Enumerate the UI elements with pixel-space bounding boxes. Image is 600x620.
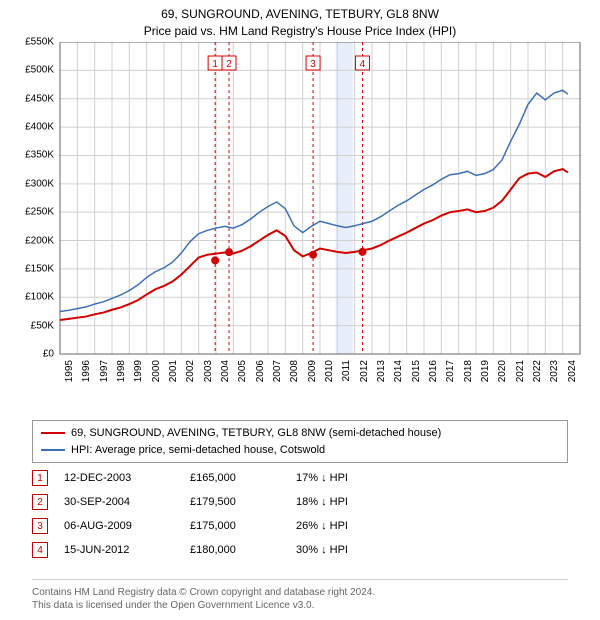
chart-title: 69, SUNGROUND, AVENING, TETBURY, GL8 8NW…	[0, 0, 600, 40]
x-tick-label: 2021	[515, 360, 526, 382]
transaction-hpi-delta: 18% ↓ HPI	[296, 496, 416, 508]
x-tick-label: 2010	[324, 360, 335, 382]
x-tick-label: 2020	[497, 360, 508, 382]
x-tick-label: 2008	[289, 360, 300, 382]
x-tick-label: 2009	[307, 360, 318, 382]
x-tick-label: 2016	[428, 360, 439, 382]
x-tick-label: 2006	[255, 360, 266, 382]
transaction-hpi-delta: 17% ↓ HPI	[296, 472, 416, 484]
legend: 69, SUNGROUND, AVENING, TETBURY, GL8 8NW…	[32, 420, 568, 463]
y-tick-label: £250K	[14, 207, 54, 218]
x-tick-label: 2000	[151, 360, 162, 382]
x-tick-label: 2022	[532, 360, 543, 382]
footer-line-2: This data is licensed under the Open Gov…	[32, 599, 568, 612]
y-tick-label: £100K	[14, 292, 54, 303]
x-tick-label: 2012	[359, 360, 370, 382]
transaction-marker-number: 2	[32, 494, 48, 510]
transaction-date: 30-SEP-2004	[64, 496, 174, 508]
legend-item: 69, SUNGROUND, AVENING, TETBURY, GL8 8NW…	[41, 425, 559, 442]
x-tick-label: 2011	[341, 360, 352, 382]
x-tick-label: 2014	[393, 360, 404, 382]
x-tick-label: 1997	[99, 360, 110, 382]
y-tick-label: £300K	[14, 178, 54, 189]
transaction-hpi-delta: 30% ↓ HPI	[296, 544, 416, 556]
legend-label: 69, SUNGROUND, AVENING, TETBURY, GL8 8NW…	[71, 425, 441, 442]
transaction-price: £165,000	[190, 472, 280, 484]
x-tick-label: 2002	[185, 360, 196, 382]
transaction-marker-number: 1	[32, 470, 48, 486]
x-tick-label: 2024	[567, 360, 578, 382]
legend-item: HPI: Average price, semi-detached house,…	[41, 442, 559, 459]
transaction-date: 15-JUN-2012	[64, 544, 174, 556]
transaction-price: £180,000	[190, 544, 280, 556]
x-tick-label: 1998	[116, 360, 127, 382]
transaction-price: £175,000	[190, 520, 280, 532]
legend-swatch	[41, 432, 65, 434]
x-tick-label: 2018	[463, 360, 474, 382]
x-tick-label: 2017	[445, 360, 456, 382]
x-tick-label: 2015	[411, 360, 422, 382]
x-tick-label: 2003	[203, 360, 214, 382]
y-tick-label: £350K	[14, 150, 54, 161]
transaction-marker-number: 3	[32, 518, 48, 534]
transaction-row: 2 30-SEP-2004 £179,500 18% ↓ HPI	[32, 490, 568, 514]
svg-text:3: 3	[310, 59, 316, 70]
x-tick-label: 2001	[168, 360, 179, 382]
transaction-row: 3 06-AUG-2009 £175,000 26% ↓ HPI	[32, 514, 568, 538]
y-tick-label: £500K	[14, 65, 54, 76]
x-tick-label: 2023	[549, 360, 560, 382]
transaction-row: 1 12-DEC-2003 £165,000 17% ↓ HPI	[32, 466, 568, 490]
x-tick-label: 1999	[133, 360, 144, 382]
svg-text:4: 4	[360, 59, 366, 70]
legend-swatch	[41, 449, 65, 451]
x-tick-label: 1995	[64, 360, 75, 382]
y-tick-label: £150K	[14, 263, 54, 274]
y-tick-label: £0	[14, 349, 54, 360]
y-tick-label: £50K	[14, 320, 54, 331]
chart-area: 12 3 4 £0 £50K £100K £150K £200K £250K £300K £350…	[12, 42, 588, 412]
title-line-2: Price paid vs. HM Land Registry's House …	[0, 23, 600, 40]
footer-attribution: Contains HM Land Registry data © Crown c…	[32, 579, 568, 612]
svg-text:1: 1	[212, 59, 218, 70]
x-tick-label: 2013	[376, 360, 387, 382]
transactions-table: 1 12-DEC-2003 £165,000 17% ↓ HPI 2 30-SEP-200…	[32, 466, 568, 562]
x-tick-label: 2004	[220, 360, 231, 382]
y-tick-label: £400K	[14, 122, 54, 133]
svg-text:2: 2	[226, 59, 232, 70]
legend-label: HPI: Average price, semi-detached house,…	[71, 442, 325, 459]
transaction-date: 12-DEC-2003	[64, 472, 174, 484]
transaction-row: 4 15-JUN-2012 £180,000 30% ↓ HPI	[32, 538, 568, 562]
transaction-price: £179,500	[190, 496, 280, 508]
x-tick-label: 2019	[480, 360, 491, 382]
footer-line-1: Contains HM Land Registry data © Crown c…	[32, 586, 568, 599]
chart-svg: 12 3 4	[12, 42, 588, 412]
title-line-1: 69, SUNGROUND, AVENING, TETBURY, GL8 8NW	[0, 6, 600, 23]
x-tick-label: 2007	[272, 360, 283, 382]
transaction-date: 06-AUG-2009	[64, 520, 174, 532]
transaction-marker-number: 4	[32, 542, 48, 558]
y-tick-label: £200K	[14, 235, 54, 246]
x-tick-label: 1996	[81, 360, 92, 382]
y-tick-label: £550K	[14, 37, 54, 48]
transaction-hpi-delta: 26% ↓ HPI	[296, 520, 416, 532]
y-tick-label: £450K	[14, 93, 54, 104]
x-tick-label: 2005	[237, 360, 248, 382]
